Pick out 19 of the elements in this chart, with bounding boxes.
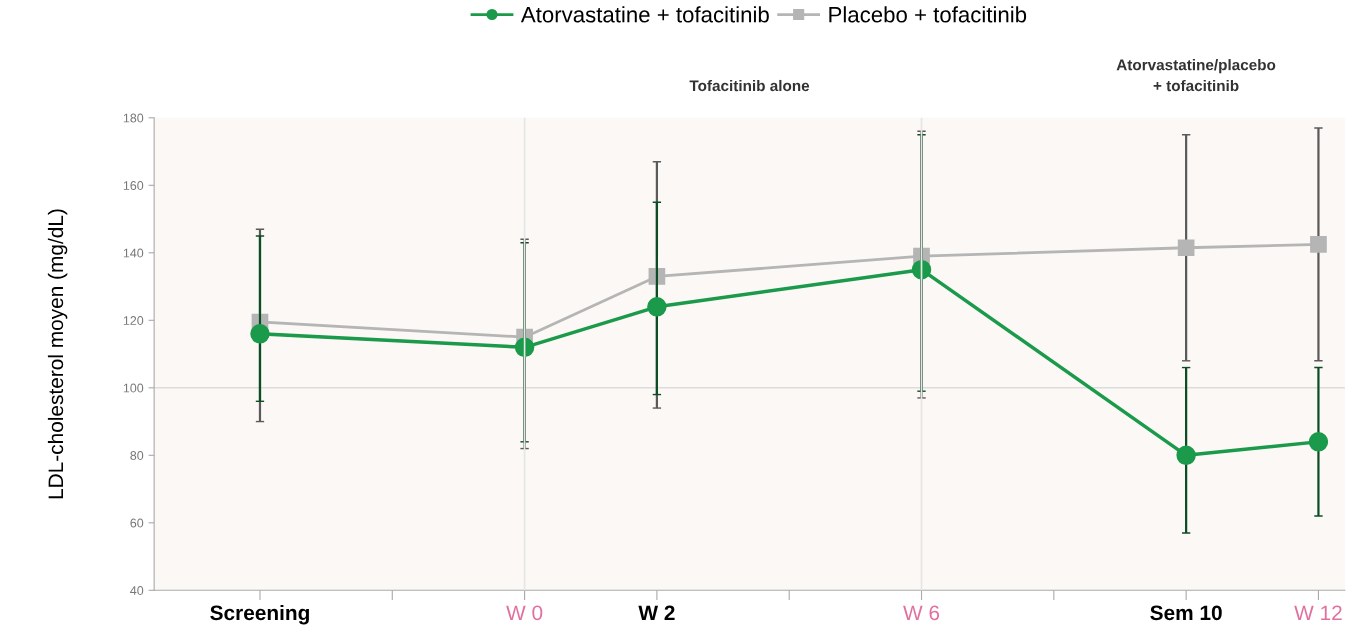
text: Tofacitinib alone [689,79,810,92]
x-tick-label: W 12 [1294,605,1342,620]
y-tick-label: 140 [123,248,144,258]
y-tick-label: 160 [123,181,144,190]
x-tick-label: Screening [210,604,309,625]
y-tick-label: 120 [123,316,144,325]
y-tick-label: 180 [123,113,144,123]
legend-label: Placebo + tofacitinib [829,6,1027,23]
y-axis-title: LDL-cholesterol moyen (mg/dL) [47,209,68,499]
legend-label: Atorvastatine + tofacitinib [520,6,769,23]
text: Atorvastatine/placebo + tofacitinib [1116,59,1276,92]
x-tick-label: W 0 [506,605,543,621]
y-tick-label: 40 [130,586,144,595]
y-tick-label: 80 [130,451,144,460]
y-tick-label: 60 [130,518,144,528]
x-tick-label: Sem 10 [1150,605,1222,621]
y-tick-label: 100 [123,383,144,393]
x-tick-label: W 2 [638,605,675,620]
x-tick-label: W 6 [903,605,940,621]
